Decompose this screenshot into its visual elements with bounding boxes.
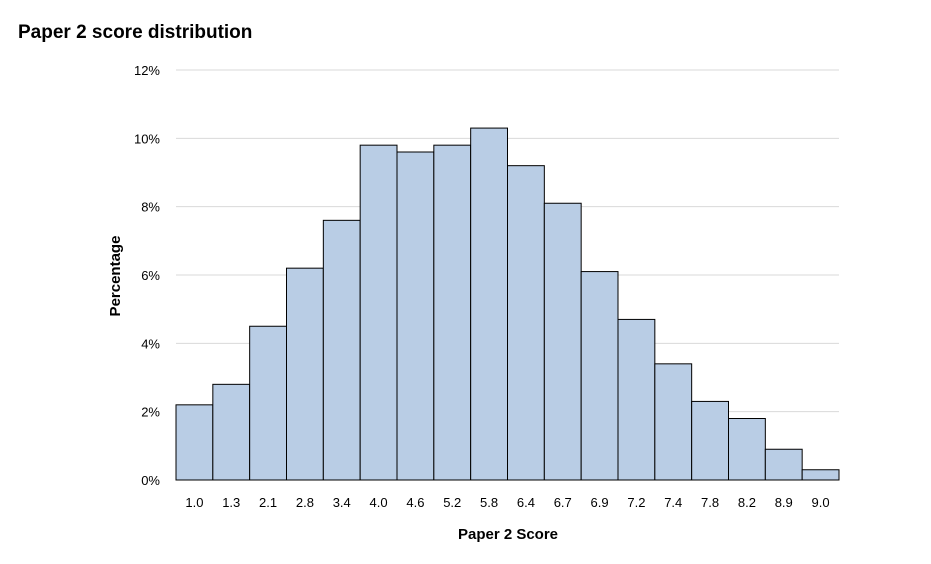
bar-7.2 [617,318,656,481]
bar-6.9 [580,271,619,481]
x-tick-label: 2.8 [296,495,314,510]
x-tick-label: 9.0 [812,495,830,510]
bar-1.0 [175,404,214,481]
x-tick-label: 6.9 [591,495,609,510]
x-tick-label: 7.8 [701,495,719,510]
x-tick-label: 8.9 [775,495,793,510]
bar-4.0 [359,144,398,481]
bar-7.4 [654,363,693,481]
bar-3.4 [322,219,361,481]
x-tick-label: 8.2 [738,495,756,510]
y-tick-label: 4% [141,336,160,351]
bar-4.6 [396,151,435,481]
x-tick-label: 5.8 [480,495,498,510]
bar-6.7 [543,202,582,481]
x-tick-label: 6.4 [517,495,535,510]
x-tick-label: 2.1 [259,495,277,510]
x-tick-label: 1.3 [222,495,240,510]
x-tick-label: 7.2 [627,495,645,510]
bar-9.0 [801,469,840,481]
bar-2.8 [286,267,324,481]
x-tick-label: 6.7 [554,495,572,510]
y-tick-label: 0% [141,473,160,488]
bar-5.8 [470,127,508,481]
bars [175,127,840,481]
bar-8.9 [764,448,803,481]
bar-8.2 [728,418,766,481]
y-tick-labels: 0% 2% 4% 6% 8% 10% 12% [134,63,160,488]
bar-2.1 [249,325,288,481]
y-tick-label: 12% [134,63,160,78]
x-tick-label: 1.0 [185,495,203,510]
bar-6.4 [507,165,545,481]
bar-1.3 [212,383,251,481]
x-tick-labels: 1.0 1.3 2.1 2.8 3.4 4.0 4.6 5.2 5.8 6.4 6.7 6.9 7.2 7… [185,495,829,510]
y-axis-label: Percentage [107,236,124,317]
y-tick-label: 8% [141,200,160,215]
x-tick-label: 3.4 [333,495,351,510]
x-tick-label: 7.4 [664,495,682,510]
bar-7.8 [691,400,730,481]
x-tick-label: 4.6 [406,495,424,510]
y-tick-label: 6% [141,268,160,283]
chart-title: Paper 2 score distribution [18,22,253,43]
x-tick-label: 5.2 [443,495,461,510]
y-tick-label: 10% [134,131,160,146]
x-axis-label: Paper 2 Score [458,526,558,543]
y-tick-label: 2% [141,405,160,420]
x-tick-label: 4.0 [370,495,388,510]
bar-5.2 [433,144,472,481]
